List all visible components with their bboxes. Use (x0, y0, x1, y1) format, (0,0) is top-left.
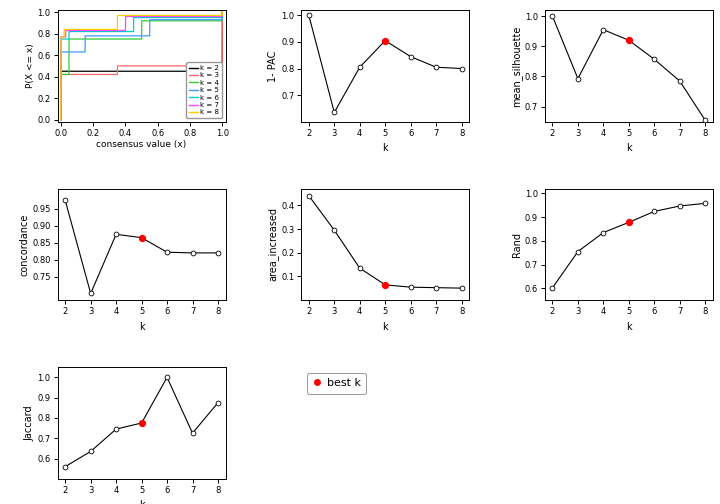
Legend: k = 2, k = 3, k = 4, k = 5, k = 6, k = 7, k = 8: k = 2, k = 3, k = 4, k = 5, k = 6, k = 7… (186, 62, 222, 118)
Point (431, 284, 442, 292)
Point (379, 281, 391, 289)
X-axis label: consensus value (x): consensus value (x) (96, 141, 186, 149)
X-axis label: k: k (626, 143, 631, 153)
Point (161, 248, 173, 256)
Point (212, 249, 224, 257)
Y-axis label: Rand: Rand (512, 232, 522, 257)
Point (649, 55, 660, 64)
Point (110, 230, 122, 238)
Point (354, 63, 366, 71)
Point (598, 26, 609, 34)
Point (405, 283, 416, 291)
Point (699, 116, 711, 124)
Point (546, 284, 558, 292)
Point (186, 429, 198, 437)
Point (674, 77, 685, 85)
Point (110, 425, 122, 433)
Point (431, 63, 442, 71)
Point (60, 197, 71, 205)
Point (598, 228, 609, 236)
Point (649, 208, 660, 216)
Point (60, 463, 71, 471)
Point (136, 234, 148, 242)
Y-axis label: concordance: concordance (19, 213, 30, 276)
Point (328, 108, 340, 116)
Y-axis label: mean_silhouette: mean_silhouette (511, 25, 522, 106)
Point (456, 284, 467, 292)
Point (85, 448, 96, 456)
X-axis label: k: k (139, 322, 145, 332)
Y-axis label: Jaccard: Jaccard (24, 405, 35, 441)
Point (212, 399, 224, 407)
Point (699, 199, 711, 207)
Point (674, 202, 685, 210)
Point (303, 12, 315, 20)
X-axis label: k: k (382, 322, 388, 332)
Point (546, 12, 558, 20)
Y-axis label: 1- PAC: 1- PAC (269, 50, 278, 82)
X-axis label: k: k (139, 500, 145, 504)
Y-axis label: P(X <= x): P(X <= x) (26, 43, 35, 88)
Point (328, 226, 340, 234)
Point (572, 75, 584, 83)
Point (623, 36, 634, 44)
Point (572, 247, 584, 256)
Point (354, 264, 366, 272)
Point (623, 218, 634, 226)
Point (405, 52, 416, 60)
Y-axis label: area_increased: area_increased (267, 208, 278, 281)
Point (161, 373, 173, 382)
Legend: best k: best k (307, 373, 366, 394)
Point (85, 289, 96, 297)
X-axis label: k: k (382, 143, 388, 153)
Point (456, 65, 467, 73)
X-axis label: k: k (626, 322, 631, 332)
Point (303, 192, 315, 200)
Point (379, 37, 391, 45)
Point (136, 419, 148, 427)
Point (186, 249, 198, 257)
